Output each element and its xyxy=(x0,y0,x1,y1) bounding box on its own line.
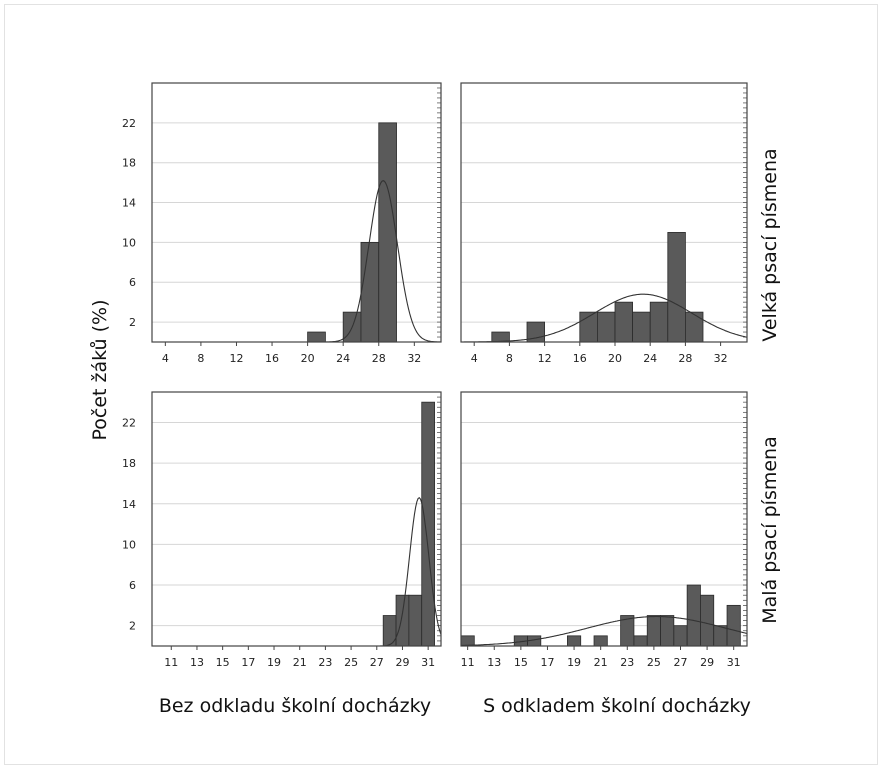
panel-upper-left-y-tick-label: 22 xyxy=(122,117,136,130)
panel-upper-right-bar xyxy=(491,331,510,343)
panel-lower-left-bar xyxy=(395,594,410,647)
panel-upper-left-x-tick-label: 28 xyxy=(372,352,386,365)
panel-upper-left-bar xyxy=(307,331,326,343)
panel-lower-right-bar xyxy=(713,625,728,647)
panel-upper-right-bar xyxy=(667,232,686,343)
panel-upper-right-frame xyxy=(460,82,748,343)
panel-upper-left-x-tick-label: 20 xyxy=(301,352,315,365)
panel-upper-right-bar xyxy=(685,311,704,343)
panel-lower-right-bar xyxy=(700,594,715,647)
col-label-left: Bez odkladu školní docházky xyxy=(159,695,431,717)
panel-lower-right-x-tick-label: 17 xyxy=(540,656,554,669)
panel-lower-right-bar xyxy=(567,635,582,647)
panel-lower-left-x-tick-label: 15 xyxy=(216,656,230,669)
panel-lower-right: 11 13 15 17 19 21 23 25 27 29 31 xyxy=(460,391,748,669)
panel-lower-left-frame xyxy=(151,391,442,647)
panel-upper-left-x-tick-label: 4 xyxy=(162,352,169,365)
panel-lower-left-y-tick-label: 6 xyxy=(129,579,136,592)
panel-upper-right-x-tick-label: 32 xyxy=(714,352,728,365)
panel-lower-right-bar xyxy=(660,615,675,647)
panel-upper-right-background xyxy=(461,83,747,342)
y-axis-title: Počet žáků (%) xyxy=(89,299,111,440)
panel-lower-right-frame xyxy=(460,391,748,647)
panel-upper-left-x-tick-label: 16 xyxy=(265,352,279,365)
panel-lower-left-x-tick-label: 21 xyxy=(293,656,307,669)
panel-lower-right-x-tick-label: 15 xyxy=(514,656,528,669)
panel-lower-left-x-tick-label: 19 xyxy=(267,656,281,669)
panel-lower-left-x-tick-label: 31 xyxy=(421,656,435,669)
panel-lower-right-bar xyxy=(673,625,688,647)
panel-upper-right-normal-curve xyxy=(461,293,748,343)
panel-lower-right-x-tick-label: 11 xyxy=(461,656,475,669)
panel-lower-left-bar xyxy=(408,594,423,647)
panel-upper-left-y-tick-label: 10 xyxy=(122,236,136,249)
panel-lower-left-x-tick-label: 11 xyxy=(164,656,178,669)
panel-upper-right-x-tick-label: 28 xyxy=(678,352,692,365)
panel-upper-right-x-tick-label: 20 xyxy=(608,352,622,365)
panel-upper-left-frame xyxy=(151,82,442,343)
panel-lower-right-bar xyxy=(646,615,661,647)
panel-upper-right-x-tick-label: 16 xyxy=(573,352,587,365)
figure-frame xyxy=(4,4,878,765)
panel-lower-right-x-tick-label: 29 xyxy=(700,656,714,669)
panel-upper-right-bar xyxy=(597,311,616,343)
panel-lower-right-normal-curve xyxy=(460,615,748,647)
panel-upper-right-x-tick-label: 4 xyxy=(471,352,478,365)
panel-upper-right-bar xyxy=(632,311,651,343)
panel-upper-right-x-tick-label: 8 xyxy=(506,352,513,365)
row-label-upper: Velká psací písmena xyxy=(759,148,781,341)
panel-upper-right: 4 8 12 16 20 24 28 32 xyxy=(460,82,748,365)
panel-lower-right-bar xyxy=(726,604,741,647)
panel-lower-left-bar xyxy=(421,401,435,647)
panel-lower-left-x-tick-label: 17 xyxy=(241,656,255,669)
panel-lower-left-x-tick-label: 23 xyxy=(318,656,332,669)
panel-upper-left-bar xyxy=(360,241,380,343)
panel-lower-right-x-tick-label: 13 xyxy=(487,656,501,669)
panel-lower-right-x-tick-label: 31 xyxy=(727,656,741,669)
panel-lower-right-bar xyxy=(460,635,475,647)
panel-upper-left: 2 6 10 14 18 22 4 8 12 16 20 24 28 32 xyxy=(122,82,442,365)
panel-upper-left-x-tick-label: 12 xyxy=(229,352,243,365)
panel-upper-left-background xyxy=(152,83,441,342)
col-label-right: S odkladem školní docházky xyxy=(483,695,751,717)
panel-lower-right-x-tick-label: 27 xyxy=(673,656,687,669)
panel-lower-left-x-tick-label: 27 xyxy=(370,656,384,669)
panel-lower-left-x-tick-label: 13 xyxy=(190,656,204,669)
panel-upper-left-x-tick-label: 8 xyxy=(197,352,204,365)
panel-upper-left-y-tick-label: 14 xyxy=(122,197,136,210)
panel-upper-left-y-tick-label: 18 xyxy=(122,157,136,170)
panel-upper-left-y-tick-label: 2 xyxy=(129,316,136,329)
panel-lower-left-background xyxy=(152,392,441,646)
panel-upper-right-bar xyxy=(649,301,669,343)
panel-lower-left-y-tick-label: 18 xyxy=(122,457,136,470)
panel-lower-right-bar xyxy=(633,635,648,647)
panel-lower-left-y-tick-label: 10 xyxy=(122,538,136,551)
panel-lower-right-x-tick-label: 21 xyxy=(594,656,608,669)
panel-lower-left-y-tick-label: 2 xyxy=(129,620,136,633)
panel-lower-left-y-tick-label: 22 xyxy=(122,416,136,429)
panel-lower-right-x-tick-label: 23 xyxy=(620,656,634,669)
row-label-lower: Malá psací písmena xyxy=(759,436,781,624)
panel-lower-right-x-tick-label: 19 xyxy=(567,656,581,669)
panel-upper-left-bar xyxy=(378,122,397,343)
panel-upper-right-x-tick-label: 12 xyxy=(538,352,552,365)
panel-lower-right-bar xyxy=(686,584,701,647)
panel-lower-left-y-tick-label: 14 xyxy=(122,498,136,511)
panel-upper-left-y-tick-label: 6 xyxy=(129,276,136,289)
histogram-panels: 2 6 10 14 18 22 4 8 12 16 20 24 28 32 4 8 12 16 20 24 28 32 2 6… xyxy=(122,82,748,669)
panel-lower-right-x-tick-label: 25 xyxy=(647,656,661,669)
panel-upper-left-x-tick-label: 32 xyxy=(407,352,421,365)
panel-lower-left-x-tick-label: 25 xyxy=(344,656,358,669)
panel-upper-right-bar xyxy=(614,301,634,343)
panel-lower-left-x-tick-label: 29 xyxy=(395,656,409,669)
panel-upper-left-x-tick-label: 24 xyxy=(336,352,350,365)
panel-lower-left: 2 6 10 14 18 22 11 13 15 17 19 21 23 25 27 29 31 xyxy=(122,391,442,669)
panel-lower-right-bar xyxy=(593,635,608,647)
panel-upper-right-x-tick-label: 24 xyxy=(643,352,657,365)
